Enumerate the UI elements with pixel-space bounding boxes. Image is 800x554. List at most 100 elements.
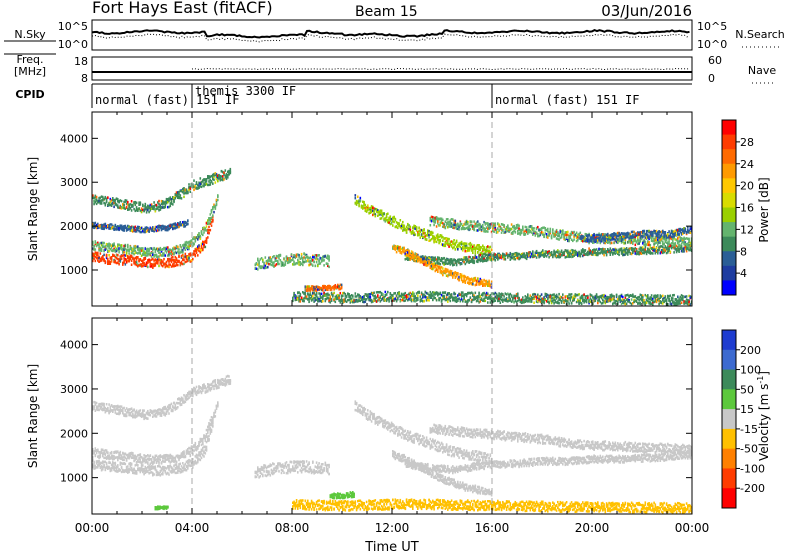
beam-label: Beam 15 — [355, 4, 418, 20]
power-cell — [257, 263, 259, 266]
power-cell — [129, 203, 132, 206]
power-cell — [618, 238, 620, 242]
power-cell — [170, 258, 173, 262]
power-cell — [120, 257, 123, 261]
power-cell — [385, 299, 388, 303]
power-cell — [500, 223, 503, 226]
power-cell — [640, 252, 643, 255]
power-cell — [328, 259, 330, 262]
power-cell — [469, 227, 472, 231]
power-cell — [108, 245, 110, 248]
power-cell — [483, 252, 485, 256]
power-cell — [445, 262, 448, 265]
power-cell — [597, 250, 599, 253]
power-cell — [450, 240, 453, 243]
power-cell — [395, 221, 398, 224]
power-cell — [338, 299, 340, 302]
power-cell — [394, 244, 397, 248]
power-cell — [105, 256, 108, 260]
power-cell — [432, 218, 434, 221]
power-cell — [570, 253, 573, 256]
power-cell — [503, 231, 505, 234]
power-cell — [149, 253, 152, 257]
power-cell — [660, 249, 663, 252]
power-cell — [318, 298, 320, 301]
power-cell — [653, 243, 655, 246]
power-cell — [147, 208, 149, 212]
power-cell — [175, 258, 178, 262]
power-cell — [485, 250, 488, 253]
power-cell — [107, 244, 109, 248]
power-cell — [130, 263, 133, 266]
power-cell — [382, 214, 384, 218]
power-cell — [359, 199, 362, 202]
power-cell — [544, 252, 547, 256]
power-cell — [407, 252, 409, 256]
power-cell — [165, 197, 168, 201]
power-cell — [685, 231, 688, 235]
power-cell — [424, 238, 427, 241]
power-cell — [630, 235, 633, 238]
power-cell — [120, 224, 123, 227]
power-cell — [140, 226, 143, 230]
power-cell — [130, 259, 133, 262]
power-cell — [114, 228, 117, 231]
power-cell — [468, 260, 470, 263]
power-cell — [564, 238, 567, 241]
power-cell — [150, 207, 153, 210]
power-cell — [117, 225, 119, 228]
power-cell — [639, 231, 642, 234]
power-cell — [104, 196, 107, 200]
power-cell — [173, 247, 175, 251]
power-cell — [172, 264, 174, 268]
power-cell — [650, 239, 653, 242]
power-cell — [437, 238, 439, 241]
power-cell — [440, 259, 443, 263]
power-cell — [424, 259, 427, 263]
power-cell — [177, 245, 179, 249]
power-cell — [304, 260, 307, 263]
power-cell — [327, 262, 329, 266]
power-cell — [298, 253, 300, 257]
power-cell — [635, 234, 638, 237]
power-cell — [477, 251, 479, 254]
power-cell — [609, 247, 612, 250]
power-cell — [297, 253, 299, 256]
power-cell — [358, 200, 360, 203]
power-cell — [300, 254, 303, 258]
power-cell — [684, 247, 687, 251]
power-cell — [153, 246, 155, 250]
power-cell — [482, 256, 484, 259]
power-cell — [563, 235, 565, 238]
power-cell — [617, 250, 619, 254]
power-cell — [479, 281, 482, 284]
power-cell — [353, 299, 355, 302]
power-cell — [680, 247, 683, 250]
power-cell — [612, 236, 614, 239]
power-cell — [135, 207, 138, 210]
power-cell — [117, 257, 119, 261]
power-cell — [168, 248, 170, 251]
power-cell — [97, 200, 99, 204]
power-cell — [479, 223, 482, 226]
power-cell — [114, 224, 117, 228]
power-cell — [512, 225, 514, 228]
power-cell — [175, 261, 178, 265]
power-cell — [319, 299, 322, 303]
power-cell — [205, 222, 208, 225]
power-cell — [674, 242, 677, 245]
power-cell — [285, 259, 288, 262]
power-cell — [467, 222, 469, 226]
cpid-label: CPID — [15, 88, 44, 101]
power-cell — [419, 257, 422, 261]
power-cell — [488, 279, 490, 283]
power-cell — [113, 225, 115, 228]
power-cell — [433, 264, 435, 267]
power-cell — [668, 235, 670, 238]
power-cell — [643, 229, 645, 233]
power-cell — [92, 196, 94, 200]
power-cell — [680, 228, 683, 231]
power-cell — [125, 258, 128, 261]
power-cell — [538, 228, 540, 231]
power-cell — [644, 243, 647, 247]
